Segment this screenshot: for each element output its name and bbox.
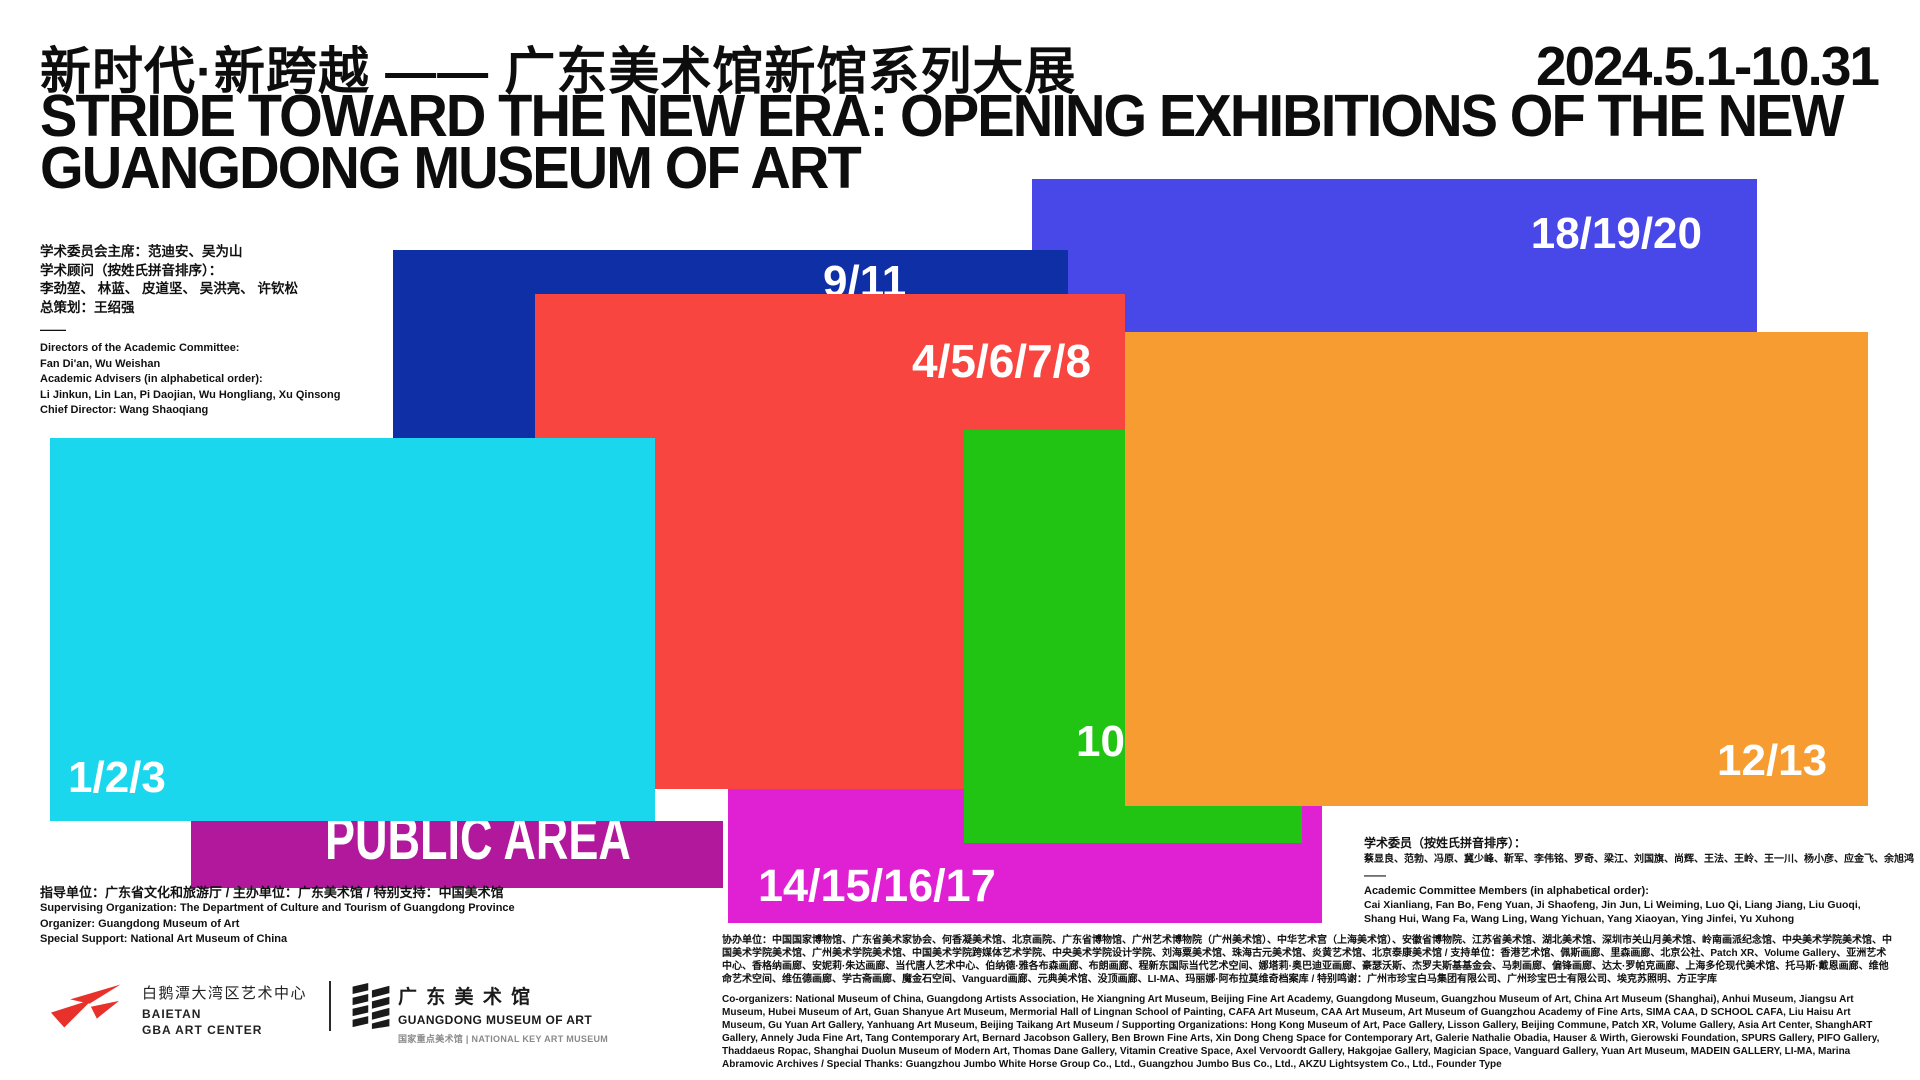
gallery-block-public-area: PUBLIC AREA bbox=[191, 821, 723, 888]
baietan-name-en1: BAIETAN bbox=[142, 1007, 202, 1021]
organizers-block: 指导单位：广东省文化和旅游厅 / 主办单位：广东美术馆 / 特别支持：中国美术馆… bbox=[40, 884, 600, 948]
partners-paragraph-en: Co-organizers: National Museum of China,… bbox=[722, 994, 1880, 1070]
credit-line-zh: 总策划：王绍强 bbox=[40, 299, 135, 315]
poster-title-zh: 新时代·新跨越 —— 广东美术馆新馆系列大展 bbox=[40, 43, 1077, 100]
gallery-block-12-13: 12/13 bbox=[1125, 332, 1868, 806]
organizers-line-en: Special Support: National Art Museum of … bbox=[40, 933, 288, 945]
credit-line-zh: 李劲堃、 林蓝、 皮道坚、 吴洪亮、 许钦松 bbox=[40, 281, 299, 296]
academic-credits-block: 学术委员会主席：范迪安、吴为山 学术顾问（按姓氏拼音排序）： 李劲堃、 林蓝、 … bbox=[40, 243, 380, 419]
partners-block: 协办单位：中国国家博物馆、广东省美术家协会、何香凝美术馆、北京画院、广东省博物馆… bbox=[722, 934, 1892, 1071]
poster-title-en-line2: GUANGDONG MUSEUM OF ART bbox=[40, 135, 862, 201]
committee-names-en: Cai Xianliang, Fan Bo, Feng Yuan, Ji Sha… bbox=[1364, 899, 1861, 925]
gallery-block-label: 14/15/16/17 bbox=[758, 860, 996, 911]
baietan-gba-art-center-logo-icon bbox=[48, 983, 122, 1029]
gallery-block-label: 1/2/3 bbox=[68, 753, 166, 802]
gdmoa-name-zh: 广 东 美 术 馆 bbox=[398, 987, 533, 1008]
credit-line-en: Fan Di'an, Wu Weishan bbox=[40, 357, 161, 370]
credit-line-en: Chief Director: Wang Shaoqiang bbox=[40, 404, 209, 417]
partners-paragraph-zh: 协办单位：中国国家博物馆、广东省美术家协会、何香凝美术馆、北京画院、广东省博物馆… bbox=[722, 935, 1892, 985]
organizers-line-en: Supervising Organization: The Department… bbox=[40, 902, 515, 914]
gallery-block-label: 4/5/6/7/8 bbox=[912, 335, 1092, 387]
credit-line-en: Academic Advisers (in alphabetical order… bbox=[40, 373, 263, 386]
baietan-logo-text: 白鹅潭大湾区艺术中心 BAIETAN GBA ART CENTER bbox=[142, 982, 307, 1037]
credit-line-en: Directors of the Academic Committee: bbox=[40, 342, 240, 354]
poster-title-en: STRIDE TOWARD THE NEW ERA: OPENING EXHIB… bbox=[40, 83, 1920, 201]
committee-names-zh: 蔡显良、范勃、冯原、冀少峰、靳军、李伟铭、罗奇、梁江、刘国旗、尚辉、王法、王岭、… bbox=[1364, 854, 1914, 865]
exhibition-dates: 2024.5.1-10.31 bbox=[1535, 35, 1880, 97]
baietan-name-zh: 白鹅潭大湾区艺术中心 bbox=[142, 985, 308, 1002]
poster-title-en-line1: STRIDE TOWARD THE NEW ERA: OPENING EXHIB… bbox=[40, 83, 1845, 149]
logo-divider bbox=[329, 981, 331, 1031]
gallery-block-label: 18/19/20 bbox=[1530, 209, 1702, 258]
gallery-block-label: PUBLIC AREA bbox=[325, 821, 631, 872]
credit-line-en: Li Jinkun, Lin Lan, Pi Daojian, Wu Hongl… bbox=[40, 388, 341, 401]
gdmoa-logo-text: 广 东 美 术 馆 GUANGDONG MUSEUM OF ART 国家重点美术… bbox=[398, 982, 608, 1045]
gdmoa-name-en: GUANGDONG MUSEUM OF ART bbox=[398, 1013, 593, 1027]
organizers-line-en: Organizer: Guangdong Museum of Art bbox=[40, 917, 240, 930]
credit-line-zh: 学术委员会主席：范迪安、吴为山 bbox=[40, 244, 243, 259]
guangdong-museum-of-art-logo-icon bbox=[352, 983, 390, 1029]
organizers-line-zh: 指导单位：广东省文化和旅游厅 / 主办单位：广东美术馆 / 特别支持：中国美术馆 bbox=[40, 885, 504, 900]
gallery-block-label: 12/13 bbox=[1717, 736, 1828, 785]
credit-divider: —— bbox=[40, 322, 66, 337]
gallery-block-1-2-3: 1/2/3 bbox=[50, 438, 655, 821]
credit-line-zh: 学术顾问（按姓氏拼音排序）： bbox=[40, 262, 223, 278]
committee-header-zh: 学术委员（按姓氏拼音排序）： bbox=[1364, 836, 1527, 850]
committee-divider: —— bbox=[1364, 870, 1386, 882]
gallery-block-label: 10 bbox=[1076, 717, 1125, 766]
baietan-name-en2: GBA ART CENTER bbox=[142, 1023, 263, 1037]
gdmoa-subtitle: 国家重点美术馆 | NATIONAL KEY ART MUSEUM bbox=[398, 1034, 609, 1044]
committee-header-en: Academic Committee Members (in alphabeti… bbox=[1364, 885, 1649, 897]
academic-committee-block: 学术委员（按姓氏拼音排序）： 蔡显良、范勃、冯原、冀少峰、靳军、李伟铭、罗奇、梁… bbox=[1364, 836, 1914, 926]
